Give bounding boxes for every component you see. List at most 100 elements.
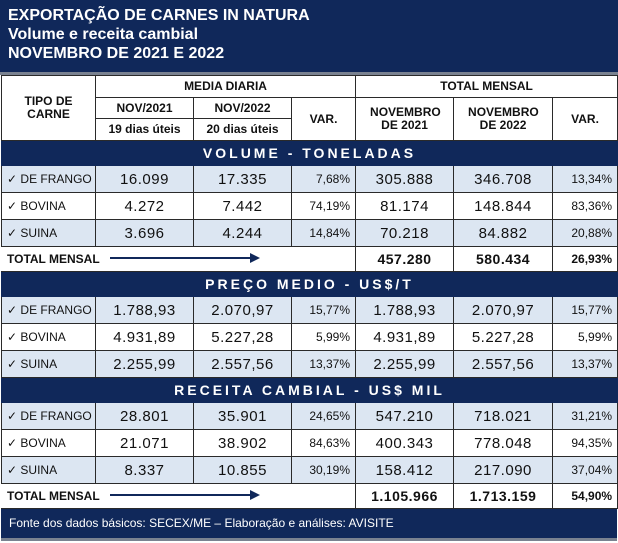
check-icon: ✓ — [7, 172, 18, 186]
daily-var: 14,84% — [290, 219, 357, 247]
total-label: TOTAL MENSAL — [7, 251, 100, 266]
check-icon: ✓ — [7, 357, 18, 371]
month-var: 20,88% — [552, 219, 618, 247]
table-row: ✓ DE FRANGO 1.788,93 2.070,97 15,77% 1.7… — [1, 296, 618, 324]
header-nov2021: NOV/2021 — [95, 97, 194, 119]
header-tipo: TIPO DE CARNE — [1, 75, 96, 141]
month-var: 15,77% — [552, 296, 618, 324]
table-row: ✓ DE FRANGO 16.099 17.335 7,68% 305.888 … — [1, 165, 618, 193]
month-2022: 217.090 — [453, 456, 554, 484]
section-band: PREÇO MEDIO - US$/T — [0, 271, 618, 297]
header-var-daily: VAR. — [290, 97, 357, 141]
month-2022: 148.844 — [453, 192, 554, 220]
meat-type: BOVINA — [20, 330, 66, 344]
meat-type: DE FRANGO — [20, 303, 92, 317]
row-label: ✓ DE FRANGO — [1, 296, 96, 324]
month-2021: 2.255,99 — [355, 350, 455, 378]
daily-var: 15,77% — [290, 296, 357, 324]
total-2022: 580.434 — [453, 246, 554, 272]
month-var: 13,37% — [552, 350, 618, 378]
meat-type: BOVINA — [20, 199, 66, 213]
daily-var: 5,99% — [290, 323, 357, 351]
month-2021: 547.210 — [355, 402, 455, 430]
daily-2021: 8.337 — [95, 456, 194, 484]
table-row: ✓ SUINA 8.337 10.855 30,19% 158.412 217.… — [1, 456, 618, 484]
table-row: ✓ SUINA 2.255,99 2.557,56 13,37% 2.255,9… — [1, 350, 618, 378]
month-var: 83,36% — [552, 192, 618, 220]
daily-var: 13,37% — [290, 350, 357, 378]
header-media-diaria: MEDIA DIARIA — [94, 75, 357, 98]
daily-2022: 4.244 — [193, 219, 292, 247]
arrow-right-icon — [109, 252, 260, 266]
row-label: ✓ BOVINA — [1, 192, 96, 220]
daily-var: 24,65% — [290, 402, 357, 430]
total-row: TOTAL MENSAL 457.280 580.434 26,93% — [0, 246, 618, 272]
header-var-monthly: VAR. — [552, 97, 618, 141]
month-2021: 400.343 — [355, 429, 455, 457]
daily-2022: 7.442 — [193, 192, 292, 220]
daily-2021: 4.931,89 — [95, 323, 194, 351]
month-var: 37,04% — [552, 456, 618, 484]
header-dias-2022: 20 dias úteis — [193, 118, 292, 141]
meat-type: SUINA — [20, 357, 58, 371]
daily-2021: 1.788,93 — [95, 296, 194, 324]
daily-var: 84,63% — [290, 429, 357, 457]
daily-2021: 3.696 — [95, 219, 194, 247]
month-2022: 2.557,56 — [453, 350, 554, 378]
check-icon: ✓ — [7, 303, 18, 317]
footer-source: Fonte dos dados básicos: SECEX/ME – Elab… — [1, 509, 617, 541]
meat-type: SUINA — [20, 463, 58, 477]
data-table: TIPO DE CARNE MEDIA DIARIA TOTAL MENSAL … — [0, 75, 618, 509]
header-novembro-2022: NOVEMBRO DE 2022 — [453, 97, 554, 141]
row-label: ✓ SUINA — [1, 456, 96, 484]
header-nov2022: NOV/2022 — [193, 97, 292, 119]
total-var: 26,93% — [552, 246, 618, 272]
daily-2022: 17.335 — [193, 165, 292, 193]
daily-var: 74,19% — [290, 192, 357, 220]
month-2022: 718.021 — [453, 402, 554, 430]
month-2022: 778.048 — [453, 429, 554, 457]
total-label: TOTAL MENSAL — [7, 488, 100, 503]
month-2022: 2.070,97 — [453, 296, 554, 324]
total-2021: 1.105.966 — [355, 483, 455, 509]
month-var: 13,34% — [552, 165, 618, 193]
month-var: 94,35% — [552, 429, 618, 457]
daily-2021: 2.255,99 — [95, 350, 194, 378]
meat-type: DE FRANGO — [20, 409, 92, 423]
daily-2022: 38.902 — [193, 429, 292, 457]
meat-type: DE FRANGO — [20, 172, 92, 186]
check-icon: ✓ — [7, 330, 18, 344]
total-var: 54,90% — [552, 483, 618, 509]
section-band: VOLUME - TONELADAS — [0, 140, 618, 166]
month-2021: 81.174 — [355, 192, 455, 220]
title-line-3: NOVEMBRO DE 2021 E 2022 — [8, 45, 225, 62]
table-row: ✓ BOVINA 4.272 7.442 74,19% 81.174 148.8… — [1, 192, 618, 220]
month-2021: 305.888 — [355, 165, 455, 193]
daily-var: 7,68% — [290, 165, 357, 193]
month-2021: 4.931,89 — [355, 323, 455, 351]
month-var: 31,21% — [552, 402, 618, 430]
daily-2021: 21.071 — [95, 429, 194, 457]
row-label: ✓ BOVINA — [1, 323, 96, 351]
title-block: EXPORTAÇÃO DE CARNES IN NATURA Volume e … — [0, 0, 618, 75]
table-row: ✓ DE FRANGO 28.801 35.901 24,65% 547.210… — [1, 402, 618, 430]
month-2022: 84.882 — [453, 219, 554, 247]
daily-2022: 5.227,28 — [193, 323, 292, 351]
header-dias-2021: 19 dias úteis — [95, 118, 194, 141]
check-icon: ✓ — [7, 226, 18, 240]
month-2022: 346.708 — [453, 165, 554, 193]
row-label: ✓ DE FRANGO — [1, 165, 96, 193]
header-novembro-2021: NOVEMBRO DE 2021 — [355, 97, 455, 141]
row-label: ✓ SUINA — [1, 350, 96, 378]
table-row: ✓ BOVINA 21.071 38.902 84,63% 400.343 77… — [1, 429, 618, 457]
title-line-1: EXPORTAÇÃO DE CARNES IN NATURA — [8, 7, 310, 24]
month-var: 5,99% — [552, 323, 618, 351]
month-2021: 70.218 — [355, 219, 455, 247]
daily-2022: 10.855 — [193, 456, 292, 484]
total-2021: 457.280 — [355, 246, 455, 272]
row-label: ✓ BOVINA — [1, 429, 96, 457]
table-row: ✓ SUINA 3.696 4.244 14,84% 70.218 84.882… — [1, 219, 618, 247]
total-2022: 1.713.159 — [453, 483, 554, 509]
daily-2022: 35.901 — [193, 402, 292, 430]
